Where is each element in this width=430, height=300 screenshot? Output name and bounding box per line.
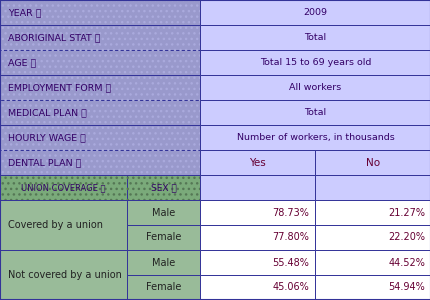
Bar — [200, 50, 430, 75]
Bar — [315, 250, 430, 275]
Text: YEAR ⓘ: YEAR ⓘ — [8, 8, 41, 17]
Bar — [200, 200, 315, 225]
Bar — [0, 0, 200, 25]
Text: Covered by a union: Covered by a union — [8, 220, 103, 230]
Text: 54.94%: 54.94% — [387, 283, 424, 292]
Bar — [0, 100, 200, 125]
Text: 45.06%: 45.06% — [272, 283, 309, 292]
Text: MEDICAL PLAN ⓘ: MEDICAL PLAN ⓘ — [8, 108, 87, 117]
Text: AGE ⓘ: AGE ⓘ — [8, 58, 36, 67]
Bar — [200, 275, 315, 300]
Bar — [0, 50, 200, 75]
Bar — [0, 125, 200, 150]
Text: All workers: All workers — [289, 83, 341, 92]
Text: UNION COVERAGE ⓘ: UNION COVERAGE ⓘ — [21, 183, 105, 192]
Bar — [200, 250, 315, 275]
Bar — [315, 275, 430, 300]
Bar — [0, 75, 200, 100]
Text: Not covered by a union: Not covered by a union — [8, 270, 122, 280]
Text: 77.80%: 77.80% — [272, 232, 309, 242]
Bar — [127, 175, 200, 200]
Bar — [0, 0, 200, 25]
Bar — [0, 200, 127, 250]
Bar — [0, 100, 200, 125]
Bar — [127, 250, 200, 275]
Text: No: No — [366, 158, 379, 167]
Bar — [315, 175, 430, 200]
Text: EMPLOYMENT FORM ⓘ: EMPLOYMENT FORM ⓘ — [8, 83, 111, 92]
Bar — [127, 225, 200, 250]
Text: Total: Total — [304, 108, 326, 117]
Bar — [0, 50, 200, 75]
Text: Male: Male — [151, 208, 175, 218]
Bar — [0, 75, 200, 100]
Bar — [127, 200, 200, 225]
Bar — [315, 200, 430, 225]
Text: Male: Male — [151, 257, 175, 268]
Bar — [127, 175, 200, 200]
Bar — [127, 275, 200, 300]
Text: 22.20%: 22.20% — [387, 232, 424, 242]
Text: Total 15 to 69 years old: Total 15 to 69 years old — [259, 58, 370, 67]
Bar — [0, 125, 200, 150]
Bar — [315, 225, 430, 250]
Text: Number of workers, in thousands: Number of workers, in thousands — [236, 133, 393, 142]
Bar — [0, 175, 127, 200]
Text: 44.52%: 44.52% — [387, 257, 424, 268]
Bar — [200, 125, 430, 150]
Bar — [0, 25, 200, 50]
Bar — [0, 175, 127, 200]
Text: 55.48%: 55.48% — [272, 257, 309, 268]
Text: DENTAL PLAN ⓘ: DENTAL PLAN ⓘ — [8, 158, 81, 167]
Text: Yes: Yes — [249, 158, 265, 167]
Bar — [200, 100, 430, 125]
Bar — [0, 150, 200, 175]
Bar — [315, 150, 430, 175]
Text: Female: Female — [145, 283, 181, 292]
Text: HOURLY WAGE ⓘ: HOURLY WAGE ⓘ — [8, 133, 86, 142]
Text: 21.27%: 21.27% — [387, 208, 424, 218]
Bar — [200, 175, 315, 200]
Text: 2009: 2009 — [303, 8, 327, 17]
Bar — [200, 225, 315, 250]
Text: ABORIGINAL STAT ⓘ: ABORIGINAL STAT ⓘ — [8, 33, 100, 42]
Bar — [0, 150, 200, 175]
Bar — [200, 150, 315, 175]
Text: SEX ⓘ: SEX ⓘ — [150, 183, 176, 192]
Text: Female: Female — [145, 232, 181, 242]
Bar — [200, 75, 430, 100]
Bar — [200, 25, 430, 50]
Bar — [0, 250, 127, 300]
Text: Total: Total — [304, 33, 326, 42]
Bar — [200, 0, 430, 25]
Bar — [0, 25, 200, 50]
Text: 78.73%: 78.73% — [272, 208, 309, 218]
